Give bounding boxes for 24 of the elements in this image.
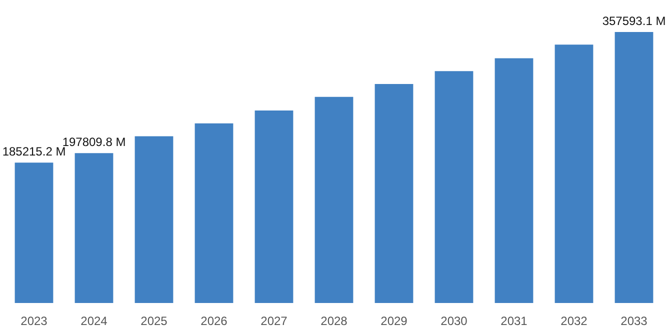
x-tick-label: 2031 bbox=[500, 314, 528, 328]
x-tick-label: 2023 bbox=[20, 314, 48, 328]
bar bbox=[134, 136, 174, 303]
x-tick-label: 2033 bbox=[620, 314, 648, 328]
bar bbox=[614, 32, 654, 303]
bar bbox=[434, 71, 474, 303]
x-tick-label: 2028 bbox=[320, 314, 348, 328]
data-label: 357593.1 M bbox=[602, 14, 666, 28]
x-tick-label: 2027 bbox=[260, 314, 288, 328]
x-tick-label: 2026 bbox=[200, 314, 228, 328]
x-tick-label: 2025 bbox=[140, 314, 168, 328]
bar bbox=[494, 58, 534, 303]
bar bbox=[254, 110, 294, 303]
x-tick-label: 2029 bbox=[380, 314, 408, 328]
bar bbox=[194, 123, 234, 303]
x-tick-label: 2032 bbox=[560, 314, 588, 328]
bar bbox=[554, 44, 594, 303]
bar bbox=[14, 162, 54, 303]
bar bbox=[374, 84, 414, 303]
bar bbox=[314, 96, 354, 303]
x-tick-label: 2030 bbox=[440, 314, 468, 328]
data-label: 185215.2 M bbox=[2, 144, 66, 159]
x-tick-label: 2024 bbox=[80, 314, 108, 328]
bar bbox=[74, 153, 114, 303]
